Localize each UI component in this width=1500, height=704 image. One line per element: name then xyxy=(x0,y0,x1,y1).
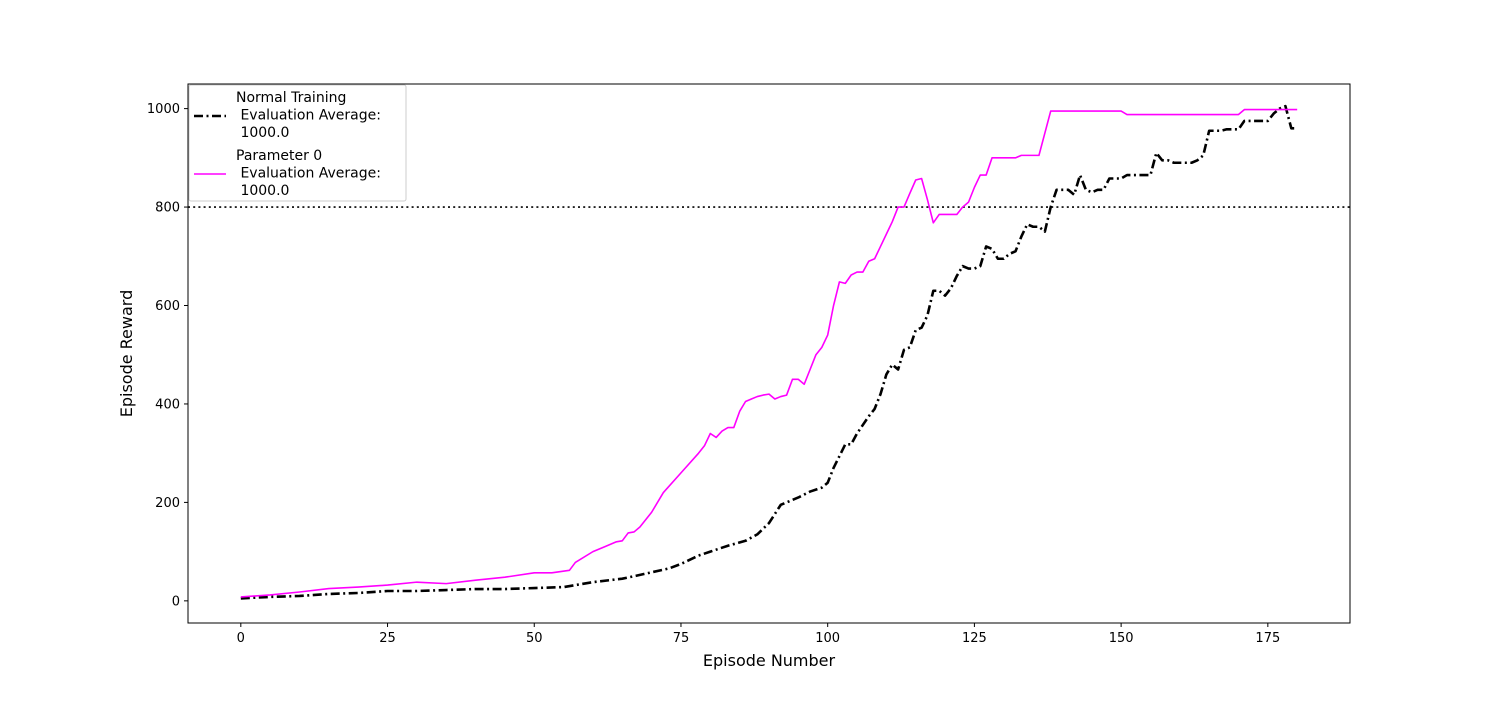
legend: Normal Training Evaluation Average: 1000… xyxy=(188,84,407,202)
y-tick-label: 1000 xyxy=(147,102,180,117)
x-tick-label: 150 xyxy=(1109,631,1134,646)
axis-ticks: 0 25 50 75 100 125 150 175 0 200 400 600 800 1000 xyxy=(147,102,1280,646)
y-axis-title: Episode Reward xyxy=(117,290,136,418)
y-tick-label: 600 xyxy=(155,299,180,314)
x-tick-label: 25 xyxy=(379,631,396,646)
x-tick-label: 75 xyxy=(673,631,690,646)
x-tick-label: 100 xyxy=(815,631,840,646)
y-tick-label: 400 xyxy=(155,397,180,412)
legend-label: Evaluation Average: xyxy=(236,108,381,124)
legend-label: 1000.0 xyxy=(236,183,289,199)
series-line-0 xyxy=(240,104,1298,600)
y-tick-label: 200 xyxy=(155,496,180,511)
x-tick-label: 175 xyxy=(1255,631,1280,646)
plot-frame xyxy=(187,83,1351,624)
series-line-1 xyxy=(240,108,1298,598)
legend-label: Evaluation Average: xyxy=(236,166,381,182)
x-axis-title: Episode Number xyxy=(703,651,836,670)
x-tick-label: 125 xyxy=(962,631,987,646)
legend-label: Parameter 0 xyxy=(236,148,322,164)
y-tick-label: 800 xyxy=(155,201,180,216)
legend-label: Normal Training xyxy=(236,90,346,106)
series-group xyxy=(188,104,1350,600)
x-tick-label: 50 xyxy=(526,631,543,646)
x-tick-label: 0 xyxy=(237,631,245,646)
plot-area xyxy=(188,104,1350,600)
legend-box xyxy=(188,84,407,202)
y-tick-label: 0 xyxy=(172,594,180,609)
legend-label: 1000.0 xyxy=(236,125,289,141)
